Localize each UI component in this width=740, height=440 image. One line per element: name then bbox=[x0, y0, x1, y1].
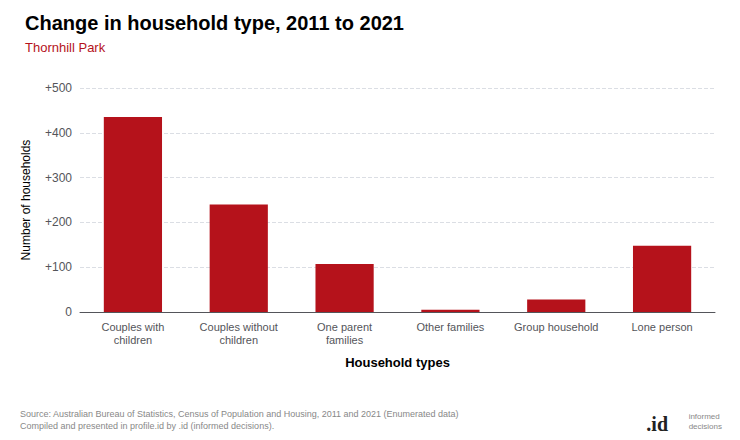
svg-text:0: 0 bbox=[65, 305, 72, 319]
svg-text:+500: +500 bbox=[45, 81, 72, 95]
svg-text:Couples without: Couples without bbox=[200, 321, 278, 333]
svg-text:Other families: Other families bbox=[416, 321, 484, 333]
svg-text:Household types: Household types bbox=[345, 355, 450, 370]
svg-text:Source: Australian Bureau of S: Source: Australian Bureau of Statistics,… bbox=[20, 409, 459, 419]
svg-text:Lone person: Lone person bbox=[631, 321, 692, 333]
svg-text:Compiled and presented in prof: Compiled and presented in profile.id by … bbox=[20, 421, 274, 431]
svg-text:children: children bbox=[114, 334, 153, 346]
svg-text:+200: +200 bbox=[45, 215, 72, 229]
svg-text:children: children bbox=[219, 334, 258, 346]
svg-text:Couples with: Couples with bbox=[101, 321, 164, 333]
svg-text:decisions: decisions bbox=[689, 422, 722, 431]
svg-text:.id: .id bbox=[646, 413, 668, 435]
svg-text:+400: +400 bbox=[45, 126, 72, 140]
svg-text:Number of households: Number of households bbox=[19, 140, 33, 261]
svg-text:One parent: One parent bbox=[317, 321, 372, 333]
svg-text:Change in household type, 2011: Change in household type, 2011 to 2021 bbox=[25, 12, 404, 34]
svg-text:Thornhill Park: Thornhill Park bbox=[25, 40, 106, 55]
svg-text:+300: +300 bbox=[45, 171, 72, 185]
svg-text:families: families bbox=[326, 334, 364, 346]
svg-text:+100: +100 bbox=[45, 260, 72, 274]
svg-text:informed: informed bbox=[689, 412, 720, 421]
svg-text:Group household: Group household bbox=[514, 321, 598, 333]
